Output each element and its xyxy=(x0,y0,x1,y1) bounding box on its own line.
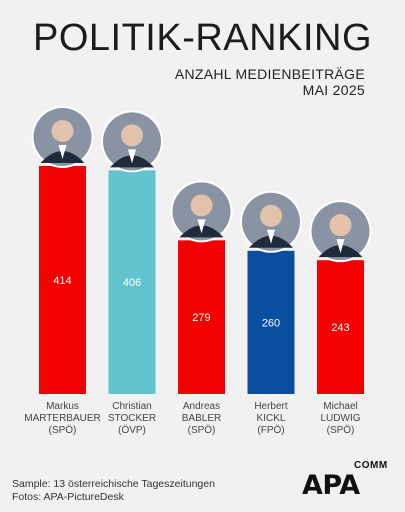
portrait-collar xyxy=(128,149,136,164)
bar-babler xyxy=(178,240,225,394)
category-first-name: Markus xyxy=(46,401,79,412)
data-label: 260 xyxy=(262,317,280,329)
bar-marterbauer xyxy=(39,166,86,394)
portrait-face xyxy=(260,204,282,227)
data-label: 406 xyxy=(123,277,141,289)
portrait-collar xyxy=(267,229,275,244)
category-last-name: BABLER xyxy=(182,413,221,424)
category-party: (SPÖ) xyxy=(49,424,77,436)
category-last-name: LUDWIG xyxy=(321,413,361,424)
portrait-face xyxy=(190,194,213,217)
portrait-face xyxy=(329,214,352,237)
category-last-name: MARTERBAUER xyxy=(24,413,101,424)
footer-photos: Fotos: APA-PictureDesk xyxy=(12,491,124,503)
portrait-collar xyxy=(336,239,345,254)
category-first-name: Andreas xyxy=(183,401,220,412)
portrait-face xyxy=(51,120,74,142)
category-first-name: Michael xyxy=(323,401,357,412)
category-last-name: KICKL xyxy=(257,413,286,424)
chart-title: POLITIK-RANKING xyxy=(33,17,372,59)
category-party: (SPÖ) xyxy=(327,424,355,436)
data-label: 243 xyxy=(331,322,349,334)
chart-subtitle: ANZAHL MEDIENBEITRÄGE xyxy=(174,66,365,82)
portrait-face xyxy=(121,124,143,147)
category-first-name: Herbert xyxy=(254,401,288,412)
footer-sample: Sample: 13 österreichische Tageszeitunge… xyxy=(12,478,215,490)
category-party: (ÖVP) xyxy=(118,424,146,436)
category-party: (FPÖ) xyxy=(257,424,284,436)
bar-kickl xyxy=(247,250,295,394)
data-label: 279 xyxy=(192,312,210,324)
category-party: (SPÖ) xyxy=(188,424,216,436)
category-first-name: Christian xyxy=(112,401,151,412)
data-label: 414 xyxy=(53,275,71,287)
logo-comm-text: COMM xyxy=(354,460,388,471)
apa-logo: APA xyxy=(302,470,360,501)
chart-period: MAI 2025 xyxy=(302,82,365,98)
category-last-name: STOCKER xyxy=(108,413,156,424)
bar-stocker xyxy=(108,170,156,394)
portrait-collar xyxy=(58,145,67,159)
bar-ludwig xyxy=(317,260,364,394)
portrait-collar xyxy=(197,219,206,234)
bar-chart: 414MarkusMARTERBAUER(SPÖ)406ChristianSTO… xyxy=(24,106,372,436)
